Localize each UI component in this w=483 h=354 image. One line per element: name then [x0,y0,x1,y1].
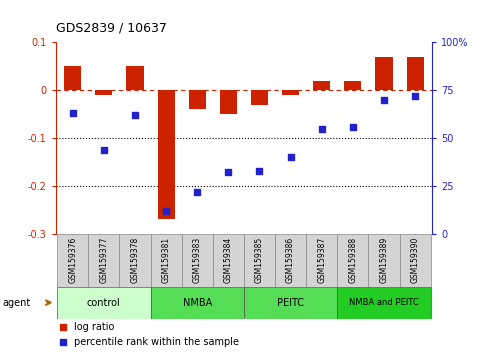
Bar [344,81,361,90]
Point [162,208,170,213]
Point [69,110,76,116]
Text: log ratio: log ratio [74,321,115,332]
Bar [369,234,399,287]
Point [59,340,67,346]
Text: GSM159384: GSM159384 [224,237,233,283]
Bar [313,81,330,90]
Bar [157,90,175,219]
Text: GSM159376: GSM159376 [68,237,77,284]
Point [349,124,357,130]
Bar [251,90,268,104]
Text: PEITC: PEITC [277,298,304,308]
Bar [57,234,88,287]
Point [318,126,326,131]
Point [287,154,295,160]
Text: GSM159378: GSM159378 [130,237,140,283]
Text: agent: agent [2,298,30,308]
Bar [64,67,81,90]
Point [380,97,388,103]
Point [131,112,139,118]
Text: GSM159386: GSM159386 [286,237,295,283]
Bar [275,234,306,287]
Text: GSM159388: GSM159388 [348,237,357,283]
Bar [282,90,299,95]
Bar [119,234,151,287]
Bar [337,287,431,319]
Text: GSM159389: GSM159389 [380,237,388,283]
Point [225,170,232,175]
Text: NMBA: NMBA [183,298,212,308]
Bar [189,90,206,109]
Point [256,168,263,173]
Bar [399,234,431,287]
Text: NMBA and PEITC: NMBA and PEITC [349,298,419,307]
Text: GSM159383: GSM159383 [193,237,202,283]
Bar [57,287,151,319]
Point [412,93,419,99]
Bar [213,234,244,287]
Text: control: control [87,298,121,308]
Bar [182,234,213,287]
Text: GSM159390: GSM159390 [411,237,420,284]
Bar [220,90,237,114]
Bar [151,234,182,287]
Text: GSM159387: GSM159387 [317,237,326,283]
Bar [88,234,119,287]
Point [59,324,67,329]
Text: percentile rank within the sample: percentile rank within the sample [74,337,240,348]
Bar [127,67,143,90]
Text: GDS2839 / 10637: GDS2839 / 10637 [56,21,167,34]
Point [193,189,201,194]
Point [100,147,108,152]
Text: GSM159377: GSM159377 [99,237,108,284]
Text: GSM159385: GSM159385 [255,237,264,283]
Bar [375,57,393,90]
Text: GSM159381: GSM159381 [162,237,170,283]
Bar [306,234,337,287]
Bar [337,234,369,287]
Bar [151,287,244,319]
Bar [95,90,113,95]
Bar [244,287,337,319]
Bar [407,57,424,90]
Bar [244,234,275,287]
